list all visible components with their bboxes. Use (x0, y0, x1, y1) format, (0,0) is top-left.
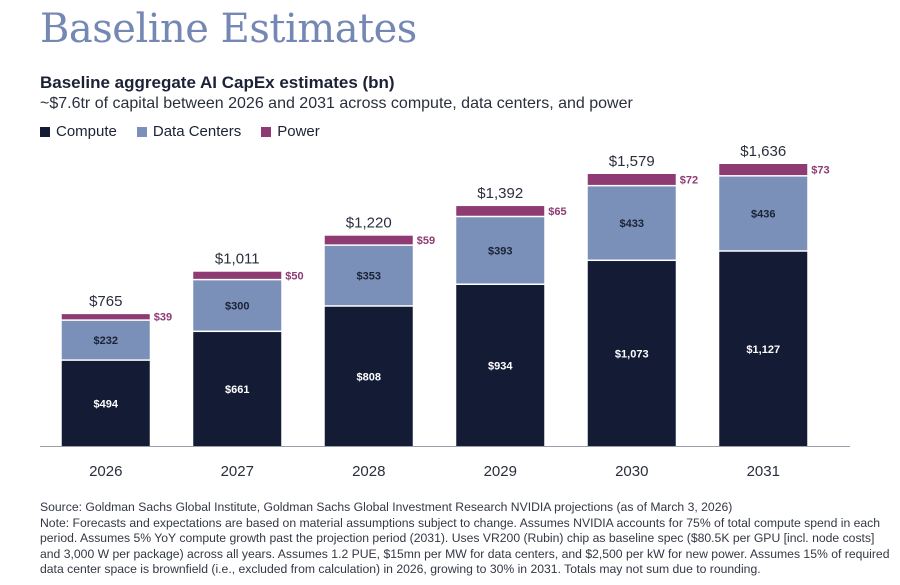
data-label-data-centers-2028: $353 (357, 271, 381, 283)
x-tick-label-2029: 2029 (484, 463, 517, 480)
bar-power-2027 (193, 271, 282, 279)
bar-data-centers-2029 (456, 217, 545, 284)
x-tick-label-2031: 2031 (747, 463, 780, 480)
bar-compute-2029 (456, 285, 545, 446)
total-label-2027: $1,011 (215, 251, 260, 268)
data-label-power-2027: $50 (285, 270, 303, 282)
bar-compute-2026 (61, 360, 150, 446)
bar-compute-2030 (587, 261, 676, 446)
stacked-bar-chart: $494 $232 $39 $765 2026 $661 $300 $50 $1,011 2027… (40, 143, 850, 480)
bar-power-2030 (587, 173, 676, 185)
legend-item-power: Power (261, 123, 320, 140)
data-label-power-2026: $39 (154, 312, 172, 324)
bar-power-2029 (456, 206, 545, 216)
legend-swatch-data-centers (136, 126, 147, 137)
bar-data-centers-2027 (193, 280, 282, 331)
total-label-2026: $765 (89, 293, 122, 310)
assumptions-note: Note: Forecasts and expectations are bas… (40, 515, 890, 577)
total-label-2030: $1,579 (609, 153, 655, 170)
data-label-data-centers-2026: $232 (94, 335, 118, 347)
x-tick-label-2026: 2026 (89, 463, 122, 480)
bar-data-centers-2026 (61, 320, 150, 360)
x-tick-label-2030: 2030 (615, 463, 648, 480)
chart-legend: Compute Data Centers Power (40, 123, 320, 140)
legend-swatch-compute (40, 126, 50, 137)
data-label-compute-2027: $661 (225, 384, 249, 396)
page-title: Baseline Estimates (40, 6, 417, 52)
bar-power-2026 (61, 314, 150, 320)
bar-data-centers-2031 (719, 176, 808, 251)
x-tick-label-2028: 2028 (352, 463, 385, 480)
bar-data-centers-2028 (324, 245, 413, 306)
bar-power-2031 (719, 164, 808, 176)
data-label-power-2030: $72 (680, 174, 698, 186)
data-label-data-centers-2030: $433 (620, 218, 644, 230)
data-label-compute-2031: $1,127 (746, 344, 780, 356)
data-label-compute-2026: $494 (94, 398, 119, 410)
data-label-data-centers-2029: $393 (488, 245, 512, 257)
bar-compute-2028 (324, 306, 413, 446)
chart-subtitle: ~$7.6tr of capital between 2026 and 2031… (40, 95, 633, 112)
source-note: Source: Goldman Sachs Global Institute, … (40, 500, 733, 514)
data-label-compute-2030: $1,073 (615, 349, 649, 361)
total-label-2031: $1,636 (740, 143, 786, 160)
data-label-data-centers-2027: $300 (225, 300, 249, 312)
total-label-2029: $1,392 (477, 185, 523, 202)
legend-label-power: Power (277, 123, 320, 140)
data-label-power-2031: $73 (811, 165, 829, 177)
total-label-2028: $1,220 (346, 215, 392, 232)
data-label-power-2028: $59 (417, 235, 435, 247)
legend-label-data-centers: Data Centers (152, 123, 242, 140)
bar-compute-2031 (719, 251, 808, 446)
bar-power-2028 (324, 235, 413, 245)
bar-compute-2027 (193, 332, 282, 446)
data-label-compute-2029: $934 (488, 361, 513, 373)
legend-item-data-centers: Data Centers (136, 123, 242, 140)
x-tick-label-2027: 2027 (221, 463, 254, 480)
data-label-data-centers-2031: $436 (751, 208, 775, 220)
data-label-power-2029: $65 (548, 206, 566, 218)
legend-swatch-power (261, 126, 272, 137)
data-label-compute-2028: $808 (357, 371, 381, 383)
legend-label-compute: Compute (56, 123, 117, 140)
bar-data-centers-2030 (587, 186, 676, 260)
chart-title: Baseline aggregate AI CapEx estimates (b… (40, 73, 395, 92)
legend-item-compute: Compute (40, 123, 117, 140)
footnote: Source: Goldman Sachs Global Institute, … (40, 500, 890, 578)
